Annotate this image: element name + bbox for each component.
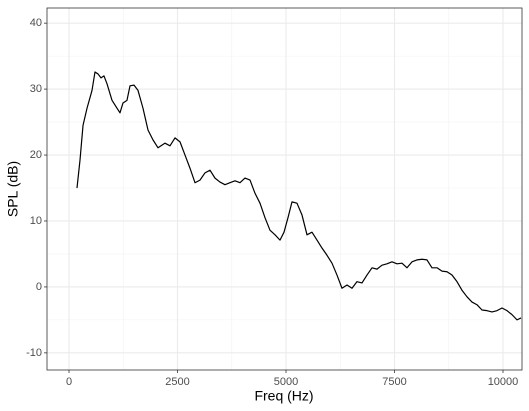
x-tick-label: 2500 bbox=[165, 376, 189, 388]
line bbox=[76, 71, 522, 321]
x-tick-label: 10000 bbox=[488, 376, 519, 388]
y-axis-title: SPL (dB) bbox=[5, 161, 21, 217]
x-tick-label: 7500 bbox=[382, 376, 406, 388]
x-tick-label: 5000 bbox=[274, 376, 298, 388]
x-axis-title: Freq (Hz) bbox=[254, 388, 313, 404]
y-tick-label: 30 bbox=[30, 83, 42, 95]
y-tick-label: 40 bbox=[30, 17, 42, 29]
y-tick-label: -10 bbox=[26, 347, 42, 359]
y-tick-label: 20 bbox=[30, 149, 42, 161]
panel-border bbox=[46, 7, 523, 371]
y-tick-label: 10 bbox=[30, 215, 42, 227]
x-tick-label: 0 bbox=[66, 376, 72, 388]
y-tick-label: 0 bbox=[36, 281, 42, 293]
